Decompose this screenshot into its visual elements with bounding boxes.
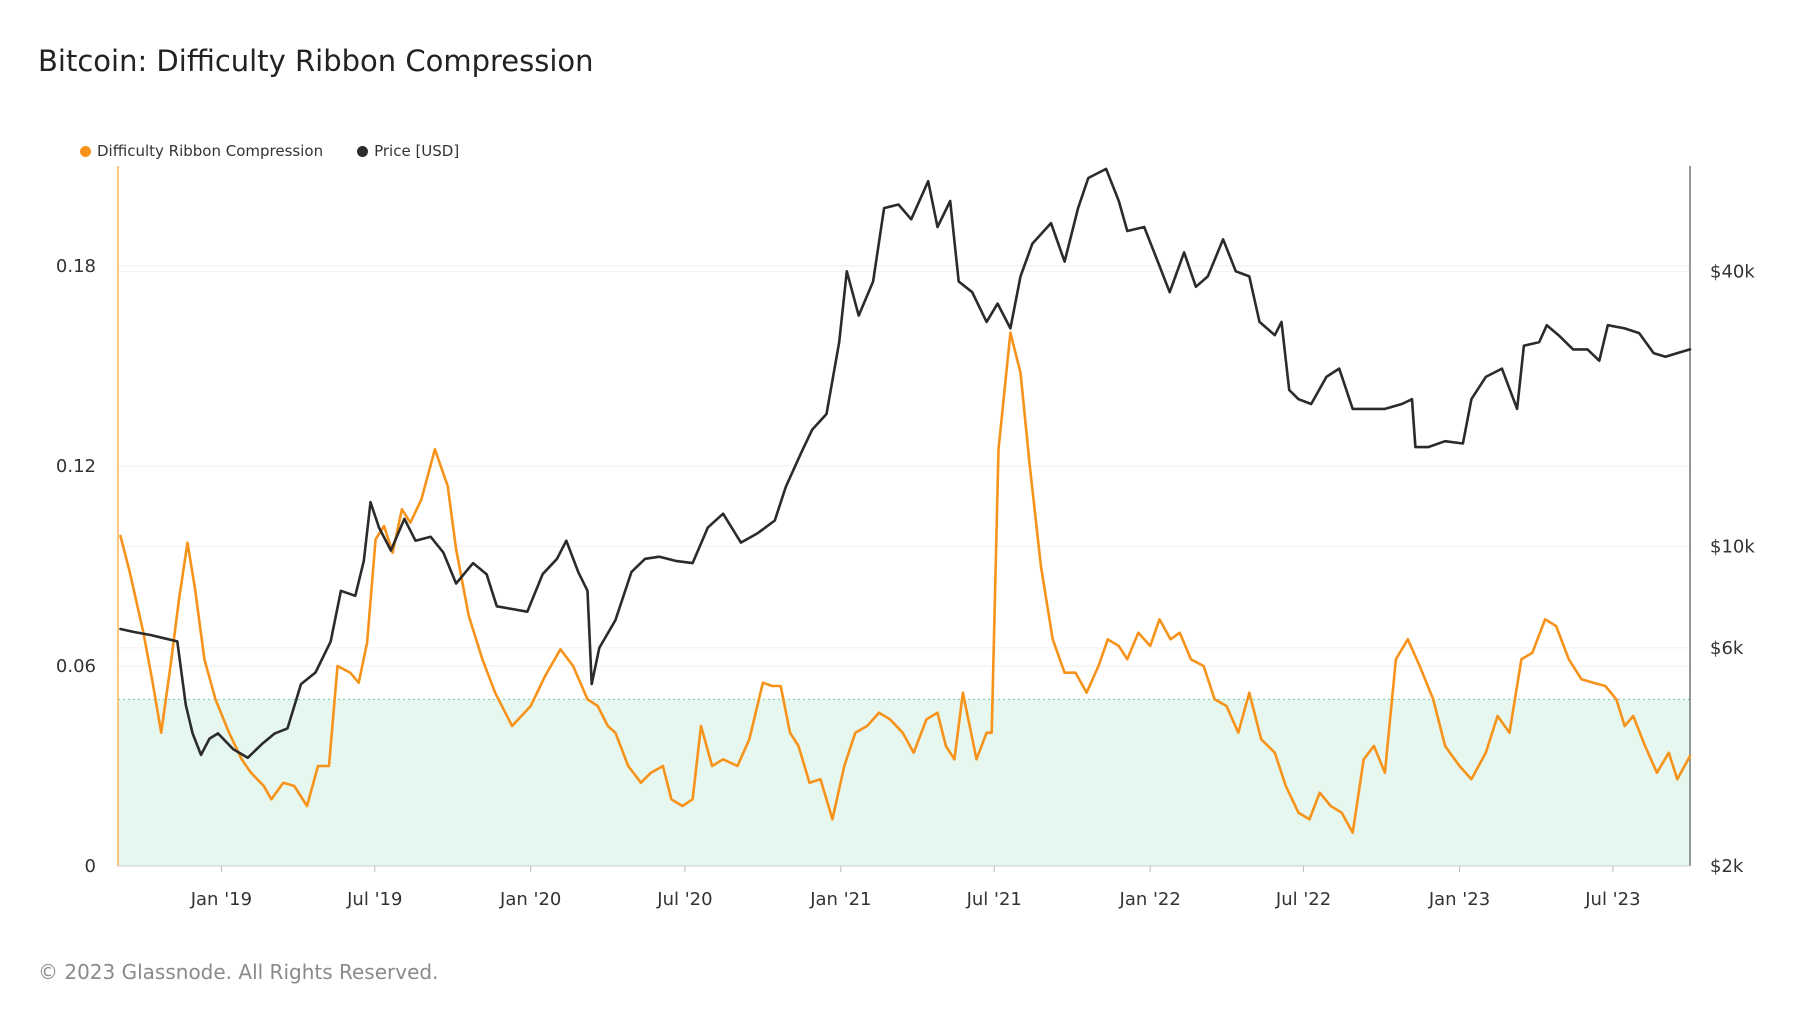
legend-item-compression[interactable]: Difficulty Ribbon Compression bbox=[80, 142, 323, 160]
legend-label-compression: Difficulty Ribbon Compression bbox=[97, 142, 324, 160]
series bbox=[119, 167, 1692, 835]
x-tick-label-9: Jul '23 bbox=[1584, 889, 1640, 910]
x-tick-label-6: Jan '22 bbox=[1119, 889, 1181, 910]
legend-label-price: Price [USD] bbox=[374, 142, 460, 160]
y-right-tick-label-3: $40k bbox=[1710, 261, 1755, 282]
y-left-tick-label-0: 0 bbox=[85, 856, 96, 877]
series-line-compression bbox=[119, 331, 1692, 835]
y-right-tick-label-2: $10k bbox=[1710, 537, 1755, 558]
copyright-footer: © 2023 Glassnode. All Rights Reserved. bbox=[38, 960, 439, 984]
axes bbox=[117, 166, 1691, 872]
legend-dot-compression bbox=[80, 145, 91, 157]
x-tick-label-1: Jul '19 bbox=[346, 889, 402, 910]
y-left-tick-label-1: 0.06 bbox=[56, 656, 96, 677]
legend-item-price[interactable]: Price [USD] bbox=[357, 142, 459, 160]
low-compression-band bbox=[118, 698, 1690, 866]
x-tick-label-8: Jan '23 bbox=[1428, 889, 1490, 910]
x-tick-label-0: Jan '19 bbox=[190, 889, 252, 910]
y-left-tick-label-3: 0.18 bbox=[56, 256, 96, 277]
y-left-tick-label-2: 0.12 bbox=[56, 456, 96, 477]
x-tick-label-5: Jul '21 bbox=[966, 889, 1022, 910]
x-tick-label-2: Jan '20 bbox=[499, 889, 561, 910]
tick-labels: Jan '19 Jul '19 Jan '20 Jul '20 Jan '21 Jul '… bbox=[56, 256, 1755, 910]
chart-title: Bitcoin: Difficulty Ribbon Compression bbox=[38, 44, 594, 78]
x-tick-label-7: Jul '22 bbox=[1275, 889, 1331, 910]
x-tick-label-3: Jul '20 bbox=[656, 889, 712, 910]
y-right-tick-label-1: $6k bbox=[1710, 638, 1744, 659]
legend-dot-price bbox=[357, 145, 369, 157]
series-line-price bbox=[119, 167, 1692, 760]
band-rect bbox=[118, 699, 1690, 866]
legend: Difficulty Ribbon Compression Price [USD… bbox=[80, 141, 493, 161]
x-tick-label-4: Jan '21 bbox=[809, 889, 871, 910]
y-right-tick-label-0: $2k bbox=[1710, 856, 1744, 877]
